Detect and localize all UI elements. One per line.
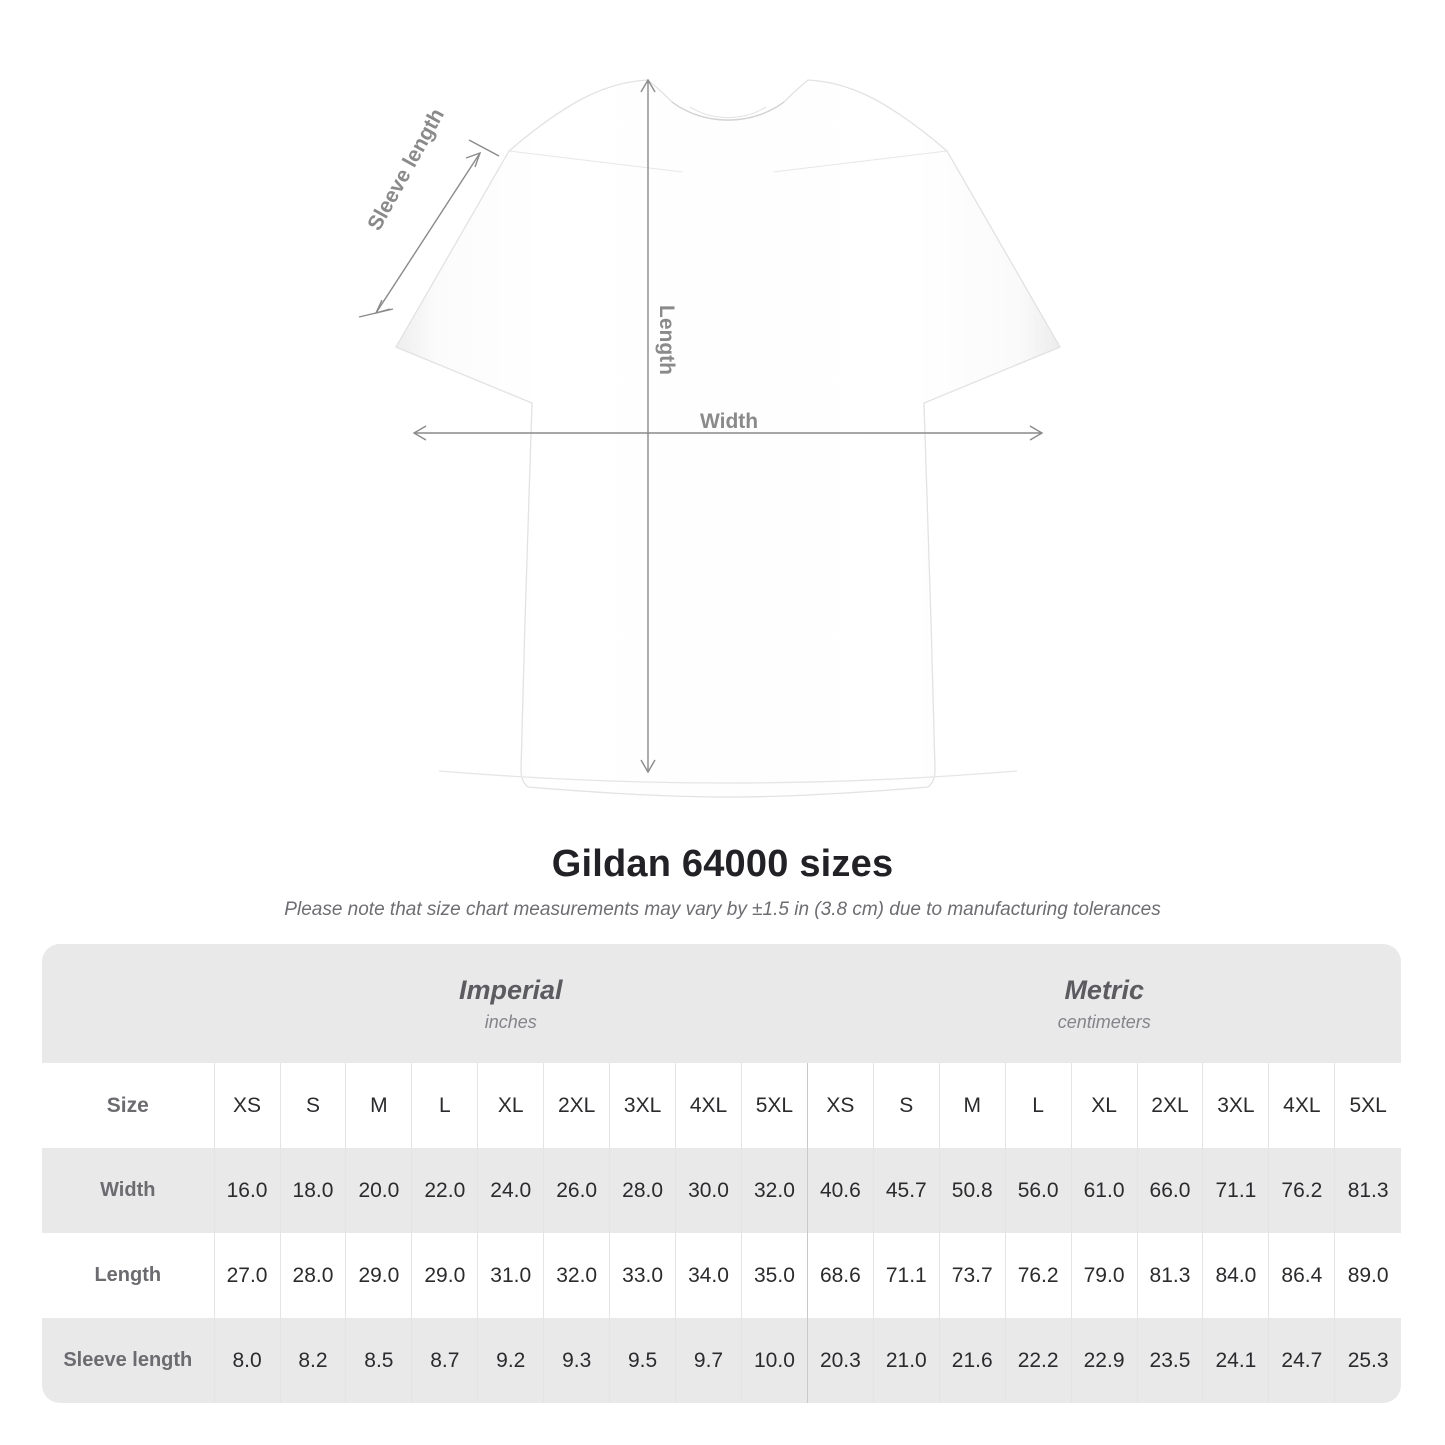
svg-text:Length: Length [655, 305, 678, 375]
svg-text:Sleeve length: Sleeve length [363, 105, 449, 235]
svg-text:Width: Width [700, 410, 758, 433]
